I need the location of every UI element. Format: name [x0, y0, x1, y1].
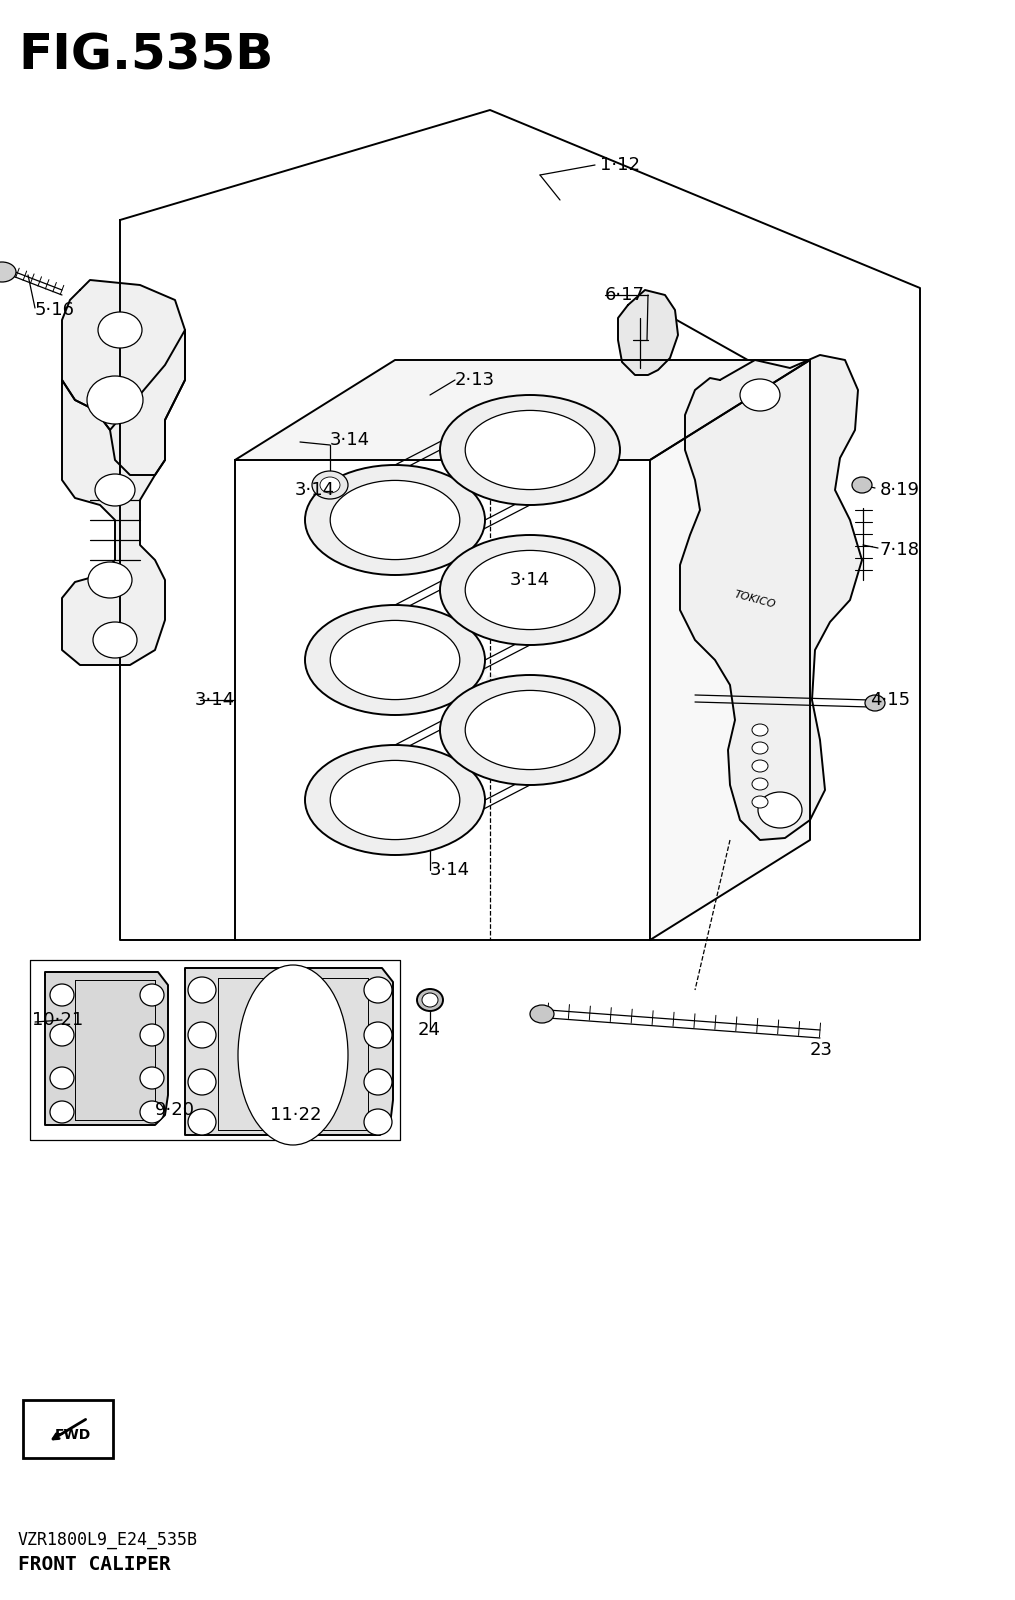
- Ellipse shape: [752, 795, 768, 808]
- Ellipse shape: [188, 1022, 216, 1048]
- Polygon shape: [62, 330, 185, 666]
- Ellipse shape: [758, 792, 802, 829]
- Ellipse shape: [752, 778, 768, 790]
- Ellipse shape: [50, 1067, 74, 1090]
- Ellipse shape: [752, 723, 768, 736]
- Ellipse shape: [320, 477, 340, 493]
- Ellipse shape: [364, 1022, 392, 1048]
- Ellipse shape: [140, 1067, 164, 1090]
- Text: 11·22: 11·22: [270, 1106, 322, 1123]
- Ellipse shape: [304, 746, 485, 854]
- Ellipse shape: [439, 395, 620, 506]
- Ellipse shape: [752, 742, 768, 754]
- Ellipse shape: [188, 978, 216, 1003]
- Polygon shape: [120, 110, 920, 939]
- Ellipse shape: [238, 965, 348, 1146]
- Ellipse shape: [740, 379, 780, 411]
- Ellipse shape: [330, 760, 460, 840]
- Text: PartsRepublik: PartsRepublik: [409, 627, 570, 733]
- Ellipse shape: [752, 760, 768, 773]
- Ellipse shape: [364, 1109, 392, 1134]
- Ellipse shape: [439, 675, 620, 786]
- Polygon shape: [650, 360, 810, 939]
- Polygon shape: [30, 960, 400, 1139]
- Text: 5·16: 5·16: [35, 301, 75, 318]
- Ellipse shape: [88, 562, 132, 598]
- Polygon shape: [45, 971, 168, 1125]
- Ellipse shape: [417, 989, 443, 1011]
- Ellipse shape: [50, 1024, 74, 1046]
- Ellipse shape: [98, 312, 142, 349]
- Ellipse shape: [330, 621, 460, 699]
- Ellipse shape: [140, 1024, 164, 1046]
- Text: 3·14: 3·14: [330, 430, 370, 450]
- Text: 3·14: 3·14: [510, 571, 550, 589]
- Ellipse shape: [304, 605, 485, 715]
- Ellipse shape: [865, 694, 885, 710]
- Polygon shape: [680, 355, 862, 840]
- Ellipse shape: [852, 477, 872, 493]
- Text: FWD: FWD: [55, 1427, 91, 1442]
- Text: 6·17: 6·17: [605, 286, 645, 304]
- Text: TOKICO: TOKICO: [733, 590, 776, 610]
- Text: 9·20: 9·20: [155, 1101, 195, 1118]
- Polygon shape: [62, 280, 185, 475]
- Polygon shape: [235, 360, 810, 461]
- Text: 24: 24: [418, 1021, 441, 1038]
- Text: 2·13: 2·13: [455, 371, 495, 389]
- Text: 3·14: 3·14: [430, 861, 470, 878]
- Ellipse shape: [50, 984, 74, 1006]
- Ellipse shape: [330, 480, 460, 560]
- Ellipse shape: [465, 691, 595, 770]
- Ellipse shape: [95, 474, 135, 506]
- Ellipse shape: [50, 1101, 74, 1123]
- FancyBboxPatch shape: [23, 1400, 113, 1458]
- Ellipse shape: [93, 622, 137, 658]
- Text: 3·14: 3·14: [195, 691, 235, 709]
- Ellipse shape: [188, 1069, 216, 1094]
- Text: 8·19: 8·19: [880, 482, 920, 499]
- Text: 7·18: 7·18: [880, 541, 920, 558]
- Text: 4·15: 4·15: [870, 691, 910, 709]
- Text: 23: 23: [810, 1042, 833, 1059]
- Ellipse shape: [364, 978, 392, 1003]
- Text: FRONT CALIPER: FRONT CALIPER: [18, 1555, 171, 1574]
- Ellipse shape: [439, 534, 620, 645]
- Text: 3·14: 3·14: [295, 482, 335, 499]
- Ellipse shape: [465, 411, 595, 490]
- Ellipse shape: [0, 262, 16, 282]
- Ellipse shape: [140, 984, 164, 1006]
- Ellipse shape: [465, 550, 595, 629]
- Ellipse shape: [140, 1101, 164, 1123]
- Ellipse shape: [364, 1069, 392, 1094]
- Ellipse shape: [312, 470, 348, 499]
- Ellipse shape: [530, 1005, 554, 1022]
- Ellipse shape: [304, 466, 485, 574]
- Ellipse shape: [422, 994, 438, 1006]
- Ellipse shape: [87, 376, 143, 424]
- Text: FIG.535B: FIG.535B: [18, 30, 273, 78]
- Text: 10·21: 10·21: [32, 1011, 83, 1029]
- Text: 1·12: 1·12: [600, 157, 640, 174]
- Text: VZR1800L9_E24_535B: VZR1800L9_E24_535B: [18, 1531, 198, 1549]
- Ellipse shape: [188, 1109, 216, 1134]
- Polygon shape: [618, 290, 678, 374]
- Polygon shape: [185, 968, 393, 1134]
